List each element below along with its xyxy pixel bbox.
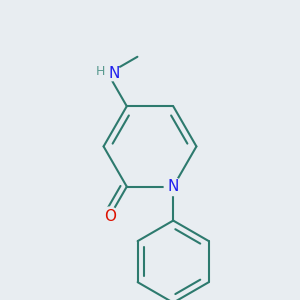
Text: N: N [109, 66, 120, 81]
Circle shape [101, 207, 119, 225]
Ellipse shape [90, 67, 126, 81]
Circle shape [164, 178, 182, 196]
Text: H: H [95, 65, 105, 79]
Text: N: N [167, 179, 179, 194]
Text: O: O [104, 208, 116, 224]
